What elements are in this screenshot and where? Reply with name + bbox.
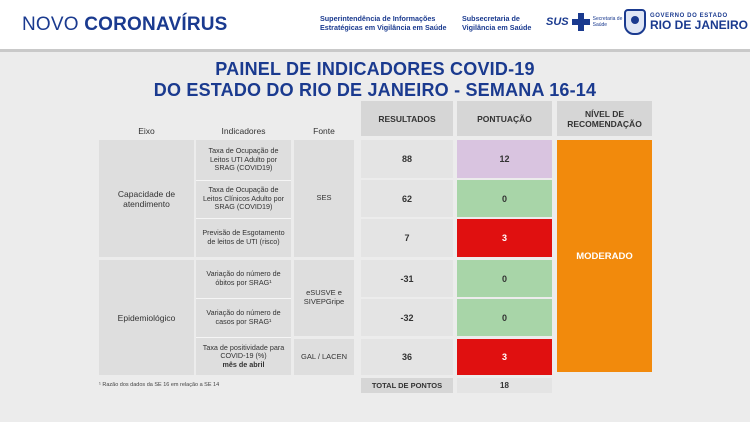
indicator-label: Taxa de Ocupação de Leitos Clínicos Adul… (202, 185, 285, 212)
axis-epidemiologico: Epidemiológico (99, 260, 194, 375)
indicator-group-capacidade (196, 140, 291, 257)
total-points-label: TOTAL DE PONTOS (361, 378, 453, 393)
org-subsecretaria: Subsecretaria de Vigilância em Saúde (462, 14, 532, 32)
col-header-eixo: Eixo (138, 126, 155, 136)
col-header-fonte: Fonte (313, 126, 335, 136)
indicator-positividade: Taxa de positividade para COVID-19 (%) m… (199, 338, 288, 375)
header-divider (0, 49, 750, 52)
result-cell: 88 (361, 140, 453, 178)
org-superintendencia: Superintendência de Informações Estratég… (320, 14, 447, 32)
indicator-label: Taxa de Ocupação de Leitos UTI Adulto po… (208, 146, 279, 173)
result-cell: -32 (361, 299, 453, 336)
sus-label: SUS (546, 16, 569, 28)
result-cell: 62 (361, 180, 453, 217)
gov-line2: RIO DE JANEIRO (650, 18, 749, 32)
government-logo: GOVERNO DO ESTADO RIO DE JANEIRO (624, 9, 748, 35)
score-cell: 12 (457, 140, 552, 178)
page-title-line1: PAINEL DE INDICADORES COVID-19 (215, 59, 535, 79)
total-points-value: 18 (457, 378, 552, 393)
source-esusve: eSUSVE e SIVEPGripe (294, 260, 354, 336)
footnote: ¹ Razão dos dados da SE 16 em relação a … (99, 382, 220, 388)
score-cell: 3 (457, 219, 552, 257)
source-ses: SES (294, 140, 354, 257)
brand-title: NOVO CORONAVÍRUS (22, 14, 228, 35)
gov-line1: GOVERNO DO ESTADO (650, 13, 728, 19)
indicator-label: Taxa de positividade para COVID-19 (%) (202, 342, 285, 361)
indicator-label: Previsão de Esgotamento de leitos de UTI… (202, 228, 285, 246)
row-divider (196, 337, 291, 338)
sus-logo: SUS Secretaria de Saúde (546, 13, 623, 31)
col-header-recomendacao: NÍVEL DE RECOMENDAÇÃO (557, 101, 652, 136)
row-divider (196, 298, 291, 299)
indicator-label: Variação do número de casos por SRAG¹ (206, 307, 281, 326)
result-cell: -31 (361, 260, 453, 297)
axis-capacidade: Capacidade de atendimento (99, 140, 194, 257)
indicator-label: Variação do número de óbitos por SRAG¹ (206, 269, 281, 287)
indicator-group-epidemiologico (196, 260, 291, 375)
recommendation-level: MODERADO (557, 140, 652, 372)
indicator-label-period: mês de abril (222, 359, 265, 369)
page-title-line2: DO ESTADO DO RIO DE JANEIRO - SEMANA 16-… (153, 80, 597, 100)
col-header-pontuacao: PONTUAÇÃO (457, 101, 552, 136)
cross-icon (571, 13, 590, 31)
coat-of-arms-icon (624, 9, 646, 35)
row-divider (196, 218, 291, 219)
result-cell: 7 (361, 219, 453, 257)
score-cell: 3 (457, 339, 552, 375)
result-cell: 36 (361, 339, 453, 375)
score-cell: 0 (457, 299, 552, 336)
score-cell: 0 (457, 260, 552, 297)
sus-subtitle: Secretaria de Saúde (592, 16, 623, 28)
source-gal-lacen: GAL / LACEN (294, 339, 354, 375)
col-header-indicadores: Indicadores (221, 126, 266, 136)
score-cell: 0 (457, 180, 552, 217)
col-header-resultados: RESULTADOS (361, 101, 453, 136)
row-divider (196, 180, 291, 181)
header-bar: NOVO CORONAVÍRUS Superintendência de Inf… (0, 0, 750, 52)
